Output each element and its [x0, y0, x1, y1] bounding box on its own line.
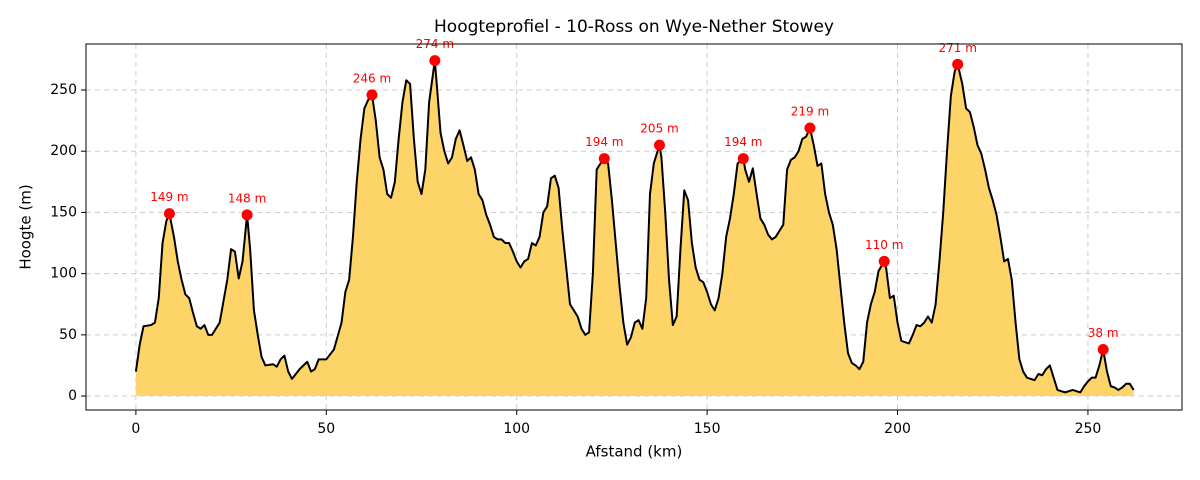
x-tick-label: 150 [694, 421, 721, 437]
plot-frame [85, 43, 1183, 411]
peak-label: 271 m [938, 41, 976, 55]
x-tick-label: 200 [884, 421, 911, 437]
peak-marker [241, 209, 253, 221]
peak-marker [654, 139, 666, 151]
peak-marker [737, 153, 749, 165]
y-tick-label: 200 [50, 143, 77, 159]
x-tick-label: 50 [317, 421, 335, 437]
peak-label: 194 m [585, 135, 623, 149]
y-tick-label: 250 [50, 82, 77, 98]
y-tick-label: 150 [50, 204, 77, 220]
elevation-line [134, 59, 1135, 394]
peak-label: 205 m [640, 122, 678, 136]
chart-title: Hoogteprofiel - 10-Ross on Wye-Nether St… [434, 17, 834, 37]
peak-label: 246 m [353, 71, 391, 85]
peak-label: 219 m [791, 104, 829, 118]
peak-marker [429, 55, 441, 67]
elevation-area [135, 60, 1134, 397]
peak-label: 194 m [724, 135, 762, 149]
x-tick-label: 250 [1075, 421, 1102, 437]
peak-marker [366, 89, 378, 101]
x-tick-label: 0 [131, 421, 140, 437]
peak-label: 38 m [1088, 326, 1119, 340]
y-tick-label: 100 [50, 266, 77, 282]
peak-label: 149 m [150, 190, 188, 204]
y-tick-label: 50 [59, 327, 77, 343]
peak-marker [804, 122, 816, 134]
peak-marker [163, 208, 175, 220]
peak-label: 110 m [865, 238, 903, 252]
y-axis-label: Hoogte (m) [17, 184, 35, 269]
peak-marker [878, 255, 890, 267]
peak-marker [1097, 344, 1109, 356]
y-tick-label: 0 [68, 388, 77, 404]
peak-marker [952, 58, 964, 70]
peak-marker [598, 153, 610, 165]
peak-label: 148 m [228, 191, 266, 205]
x-axis-label: Afstand (km) [586, 443, 683, 461]
x-tick-label: 100 [503, 421, 530, 437]
